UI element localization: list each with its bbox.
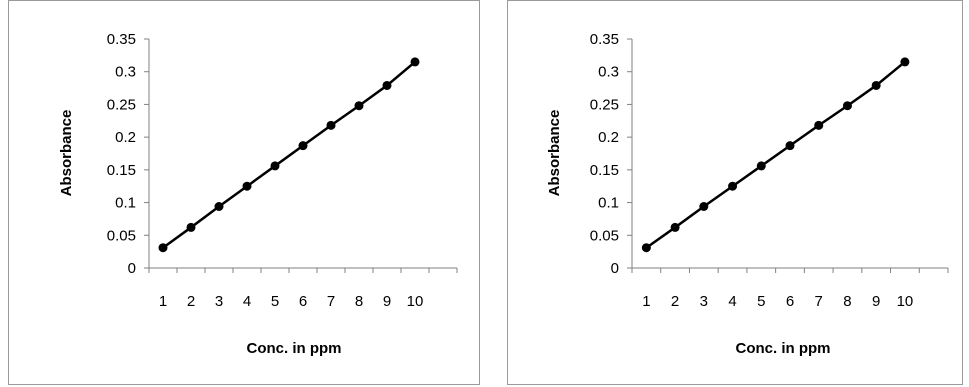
x-tick-label: 9: [872, 293, 880, 310]
data-point: [785, 141, 795, 151]
x-axis-title: Conc. in ppm: [736, 340, 831, 357]
x-tick-label: 5: [757, 293, 765, 310]
y-axis-title: Absorbance: [58, 110, 75, 197]
data-point: [670, 222, 680, 232]
x-tick-label: 8: [355, 293, 363, 310]
data-point: [326, 120, 336, 130]
y-tick-label: 0.25: [590, 96, 619, 113]
chart-panel-left: 0 0.05 0.1 0.15 0.2 0.25 0.3 0.35 1 2 3 4 5 6 7 8 9 10 Con…: [8, 0, 480, 385]
x-axis-title: Conc. in ppm: [247, 340, 342, 357]
data-point: [728, 181, 738, 191]
y-tick-label: 0.25: [107, 96, 136, 113]
y-tick-label: 0.1: [598, 195, 619, 212]
y-tick-label: 0.15: [107, 162, 136, 179]
x-tick-label: 7: [815, 293, 823, 310]
x-tick-label: 5: [271, 293, 279, 310]
chart-svg-right: 0 0.05 0.1 0.15 0.2 0.25 0.3 0.35 1 2 3 4 5 6 7 8 9 10 Con…: [546, 31, 949, 357]
data-point: [641, 243, 651, 253]
data-point: [354, 101, 364, 111]
y-tick-label: 0.15: [590, 162, 619, 179]
x-tick-label: 3: [215, 293, 223, 310]
y-axis-title: Absorbance: [546, 110, 563, 197]
x-tick-label: 1: [159, 293, 167, 310]
series-line: [645, 60, 906, 249]
data-point: [270, 161, 280, 171]
data-point: [871, 80, 881, 90]
data-point: [186, 222, 196, 232]
x-tick-label: 10: [897, 293, 914, 310]
x-tick-label: 4: [728, 293, 736, 310]
y-tick-label: 0.05: [590, 227, 619, 244]
y-tick-label: 0.35: [107, 31, 136, 48]
x-tick-label: 3: [700, 293, 708, 310]
y-tick-label: 0: [611, 260, 619, 277]
y-tick-label: 0.35: [590, 31, 619, 48]
x-tick-label: 8: [843, 293, 851, 310]
data-point: [298, 141, 308, 151]
data-point: [900, 57, 910, 67]
data-point: [214, 201, 224, 211]
x-tick-label: 6: [299, 293, 307, 310]
data-point: [842, 101, 852, 111]
chart-panel-right: 0 0.05 0.1 0.15 0.2 0.25 0.3 0.35 1 2 3 4 5 6 7 8 9 10 Con…: [507, 0, 963, 385]
y-tick-label: 0.2: [598, 129, 619, 146]
chart-svg-left: 0 0.05 0.1 0.15 0.2 0.25 0.3 0.35 1 2 3 4 5 6 7 8 9 10 Con…: [58, 31, 458, 357]
x-tick-label: 4: [243, 293, 251, 310]
data-point: [756, 161, 766, 171]
data-point: [410, 57, 420, 67]
x-tick-label: 2: [671, 293, 679, 310]
data-point: [242, 181, 252, 191]
y-tick-label: 0.3: [598, 64, 619, 81]
x-tick-label: 6: [786, 293, 794, 310]
data-point: [699, 201, 709, 211]
y-tick-label: 0: [128, 260, 136, 277]
y-tick-label: 0.1: [115, 195, 136, 212]
x-tick-label: 10: [407, 293, 424, 310]
x-tick-label: 2: [187, 293, 195, 310]
x-tick-label: 9: [383, 293, 391, 310]
data-point: [382, 80, 392, 90]
data-point: [158, 243, 168, 253]
data-point: [814, 120, 824, 130]
series-line: [162, 60, 416, 249]
y-tick-label: 0.05: [107, 227, 136, 244]
x-tick-label: 1: [642, 293, 650, 310]
x-tick-label: 7: [327, 293, 335, 310]
y-tick-label: 0.3: [115, 64, 136, 81]
y-tick-label: 0.2: [115, 129, 136, 146]
